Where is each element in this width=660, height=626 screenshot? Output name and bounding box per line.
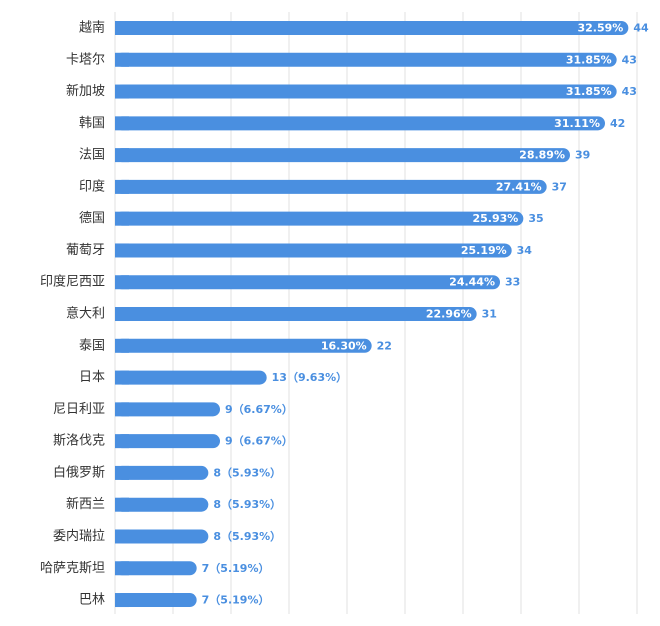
bar-left-edge — [115, 465, 129, 480]
bar — [115, 179, 547, 194]
percent-label: 16.30% — [321, 339, 367, 352]
bar-left-edge — [115, 211, 129, 226]
percent-label: 27.41% — [496, 180, 542, 193]
bar — [115, 21, 629, 35]
bar-left-edge — [115, 148, 129, 163]
value-label: 43 — [622, 53, 637, 66]
bar — [115, 243, 512, 258]
value-label: 9（6.67%） — [225, 435, 293, 448]
value-label: 44 — [633, 22, 649, 35]
value-label: 8（5.93%） — [213, 530, 281, 543]
bar — [115, 148, 570, 163]
bar — [115, 593, 197, 608]
value-label: 8（5.93%） — [213, 498, 281, 511]
category-label: 哈萨克斯坦 — [40, 561, 105, 576]
bar — [115, 434, 220, 449]
value-label: 22 — [377, 339, 392, 352]
category-label: 泰国 — [79, 338, 105, 353]
value-label: 31 — [482, 308, 497, 321]
bar — [115, 52, 617, 67]
value-label: 35 — [528, 212, 543, 225]
category-label: 日本 — [79, 370, 105, 385]
percent-label: 31.85% — [566, 85, 612, 98]
category-label: 新西兰 — [66, 496, 105, 512]
labels: 越南 32.59% 44 卡塔尔 31.85% 43 新加坡 31.85% 43 韩国 31.11%… — [40, 20, 649, 608]
value-label: 42 — [610, 117, 625, 130]
bar-left-edge — [115, 434, 129, 449]
category-label: 越南 — [79, 20, 105, 36]
bar-left-edge — [115, 529, 129, 544]
bar-left-edge — [115, 84, 129, 99]
bar-left-edge — [115, 370, 129, 385]
value-label: 8（5.93%） — [213, 466, 281, 479]
value-label: 37 — [552, 180, 567, 193]
category-label: 白俄罗斯 — [53, 464, 105, 480]
category-label: 韩国 — [79, 116, 105, 131]
bar-left-edge — [115, 561, 129, 576]
percent-label: 24.44% — [449, 276, 495, 289]
bar-left-edge — [115, 21, 129, 35]
bar-left-edge — [115, 402, 129, 417]
category-label: 委内瑞拉 — [53, 528, 105, 544]
bar-left-edge — [115, 275, 129, 290]
category-label: 巴林 — [79, 593, 105, 608]
bar — [115, 116, 605, 131]
category-label: 印度 — [79, 178, 105, 194]
bar — [115, 402, 220, 417]
bar-left-edge — [115, 243, 129, 258]
category-label: 新加坡 — [66, 83, 105, 99]
bar-left-edge — [115, 593, 129, 608]
bar-left-edge — [115, 338, 129, 353]
bar — [115, 275, 500, 290]
value-label: 34 — [517, 244, 533, 257]
value-label: 39 — [575, 149, 590, 162]
bars — [115, 21, 629, 608]
bar — [115, 465, 209, 480]
percent-label: 25.93% — [473, 212, 519, 225]
bar-left-edge — [115, 179, 129, 194]
percent-label: 32.59% — [578, 22, 624, 35]
value-label: 9（6.67%） — [225, 403, 293, 416]
category-label: 德国 — [79, 211, 105, 226]
bar-left-edge — [115, 497, 129, 512]
value-label: 7（5.19%） — [202, 594, 270, 607]
category-label: 卡塔尔 — [66, 52, 105, 67]
category-label: 葡萄牙 — [66, 243, 105, 258]
value-label: 33 — [505, 276, 520, 289]
value-label: 13（9.63%） — [272, 371, 347, 384]
category-label: 印度尼西亚 — [40, 274, 105, 290]
category-label: 尼日利亚 — [53, 402, 105, 417]
bar — [115, 497, 209, 512]
bar — [115, 338, 372, 353]
bar-left-edge — [115, 52, 129, 67]
category-label: 法国 — [79, 148, 105, 163]
value-label: 7（5.19%） — [202, 562, 270, 575]
bar — [115, 84, 617, 99]
percent-label: 31.85% — [566, 53, 612, 66]
bar — [115, 529, 209, 544]
value-label: 43 — [622, 85, 637, 98]
category-label: 斯洛伐克 — [53, 434, 105, 449]
percent-label: 31.11% — [554, 117, 600, 130]
bar-left-edge — [115, 116, 129, 131]
bar — [115, 307, 477, 322]
category-label: 意大利 — [66, 306, 105, 322]
bar — [115, 370, 267, 385]
percent-label: 28.89% — [519, 149, 565, 162]
percent-label: 22.96% — [426, 308, 472, 321]
bar — [115, 211, 524, 226]
bar-left-edge — [115, 307, 129, 322]
percent-label: 25.19% — [461, 244, 507, 257]
bar — [115, 561, 197, 576]
